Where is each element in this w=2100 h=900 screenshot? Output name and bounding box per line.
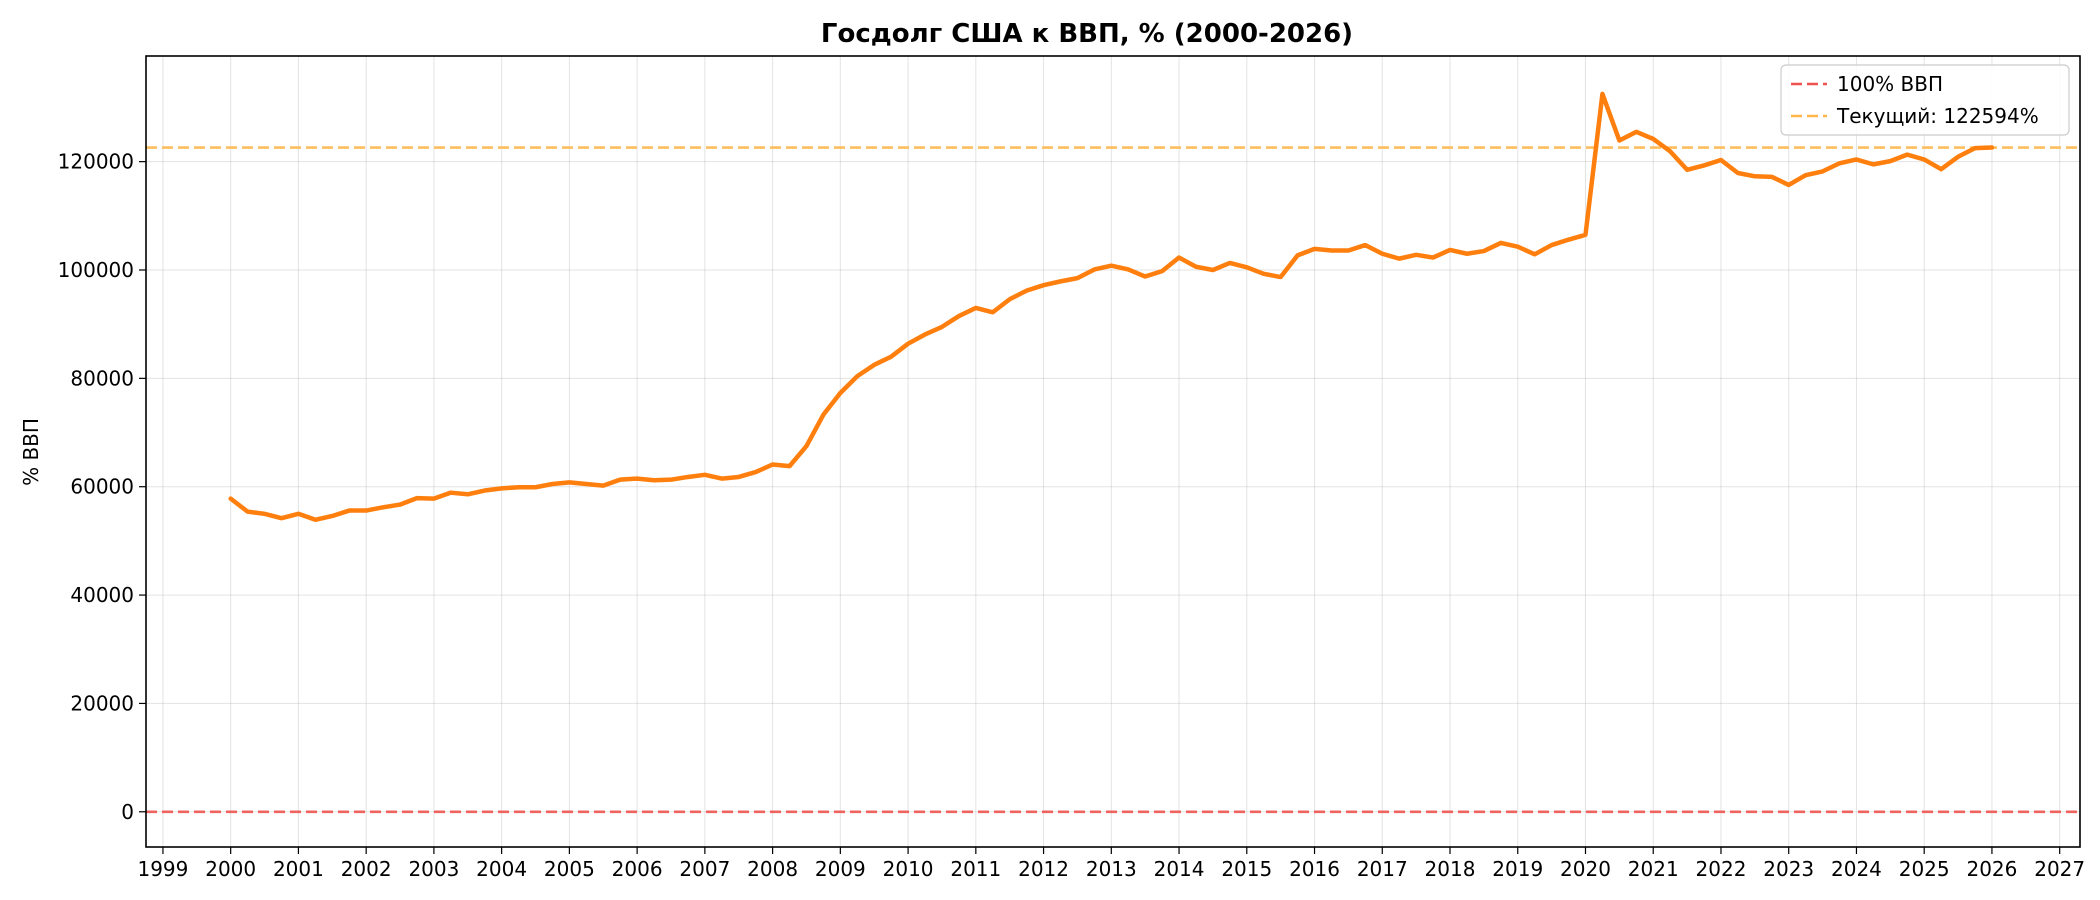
x-tick-label: 2005 [544,857,595,881]
x-tick-label: 2015 [1221,857,1272,881]
y-tick-label: 100000 [58,258,134,282]
y-tick-label: 80000 [70,366,134,390]
legend-label: Текущий: 122594% [1836,104,2039,128]
y-axis-label: % ВВП [19,418,43,486]
y-tick-label: 60000 [70,475,134,499]
x-tick-label: 2024 [1831,857,1882,881]
plot-frame [145,55,2081,848]
x-tick-label: 2008 [747,857,798,881]
x-tick-label: 2027 [2034,857,2085,881]
y-axis: 0 20000 40000 60000 80000 100000 120000 [58,150,146,824]
reference-lines [146,146,2080,814]
x-tick-label: 2022 [1696,857,1747,881]
legend-box [1780,64,2070,136]
x-tick-label: 2012 [1018,857,1069,881]
y-tick-label: 40000 [70,583,134,607]
x-tick-label: 2003 [408,857,459,881]
x-tick-label: 2014 [1154,857,1205,881]
x-tick-label: 2011 [950,857,1001,881]
x-tick-label: 2019 [1492,857,1543,881]
x-tick-label: 2007 [679,857,730,881]
x-tick-label: 2001 [273,857,324,881]
x-tick-label: 2023 [1763,857,1814,881]
chart-title: Госдолг США к ВВП, % (2000-2026) [821,19,1353,49]
x-tick-label: 2000 [205,857,256,881]
x-tick-label: 2009 [815,857,866,881]
x-tick-label: 2004 [476,857,527,881]
y-tick-label: 120000 [58,150,134,174]
series-line [228,91,1995,523]
y-tick-label: 0 [121,800,134,824]
grid [146,56,2080,847]
legend-label: 100% ВВП [1837,72,1943,96]
x-tick-label: 2020 [1560,857,1611,881]
x-tick-label: 2006 [612,857,663,881]
legend: 100% ВВП Текущий: 122594% [1780,64,2070,136]
x-tick-label: 2002 [341,857,392,881]
x-tick-label: 2013 [1086,857,1137,881]
x-tick-label: 2021 [1628,857,1679,881]
y-tick-label: 20000 [70,691,134,715]
x-tick-label: 2018 [1425,857,1476,881]
x-tick-label: 2017 [1357,857,1408,881]
x-tick-label: 2016 [1289,857,1340,881]
x-tick-label: 2025 [1899,857,1950,881]
x-tick-label: 1999 [137,857,188,881]
x-tick-label: 2026 [1966,857,2017,881]
x-tick-label: 2010 [883,857,934,881]
x-axis: 1999 2000 2001 2002 2003 2004 2005 2006 2007 2008… [137,847,2085,881]
series-layer [228,91,1995,523]
